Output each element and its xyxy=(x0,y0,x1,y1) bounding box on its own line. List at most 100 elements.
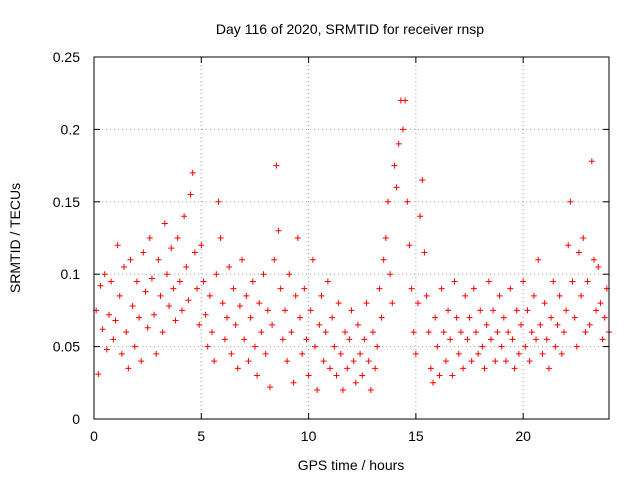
data-point xyxy=(384,198,391,205)
data-point xyxy=(99,326,106,333)
data-point xyxy=(322,329,329,336)
y-tick-label: 0.2 xyxy=(61,121,81,137)
data-point xyxy=(299,350,306,357)
data-point xyxy=(421,249,428,256)
data-point xyxy=(254,372,261,379)
data-point xyxy=(312,343,319,350)
data-point xyxy=(151,311,158,318)
data-point xyxy=(215,198,222,205)
data-point xyxy=(131,343,138,350)
axis-ticks: 0 5 10 15 20 0 0.05 0.1 0.15 0.2 0.25 xyxy=(53,49,609,444)
data-point xyxy=(494,329,501,336)
data-point xyxy=(337,350,344,357)
data-point xyxy=(530,292,537,299)
data-point xyxy=(245,358,252,365)
data-point xyxy=(324,278,331,285)
data-point xyxy=(528,329,535,336)
data-point xyxy=(121,263,128,270)
data-point xyxy=(264,307,271,314)
data-point xyxy=(266,384,273,391)
data-point xyxy=(239,256,246,263)
data-point xyxy=(558,350,565,357)
data-point xyxy=(251,343,258,350)
data-point xyxy=(142,288,149,295)
data-point xyxy=(500,314,507,321)
data-point xyxy=(509,336,516,343)
data-point xyxy=(593,307,600,314)
data-point xyxy=(297,314,303,321)
data-point xyxy=(483,321,490,328)
data-point xyxy=(518,321,525,328)
data-point xyxy=(228,350,235,357)
data-point xyxy=(148,275,155,282)
data-point xyxy=(301,285,308,292)
data-point xyxy=(550,278,557,285)
data-point xyxy=(123,329,130,336)
data-point xyxy=(539,350,546,357)
data-point xyxy=(492,358,499,365)
data-point xyxy=(329,314,336,321)
data-point xyxy=(129,303,136,310)
data-point xyxy=(545,365,552,372)
data-point xyxy=(434,343,441,350)
data-point xyxy=(541,300,548,307)
data-point xyxy=(309,256,316,263)
data-point xyxy=(567,198,574,205)
data-point xyxy=(462,292,469,299)
x-tick-label: 10 xyxy=(301,428,317,444)
data-point xyxy=(290,379,297,386)
data-point xyxy=(327,365,334,372)
data-point xyxy=(537,321,544,328)
data-point xyxy=(221,336,228,343)
data-point xyxy=(256,300,263,307)
data-point xyxy=(498,343,505,350)
data-point xyxy=(601,314,608,321)
data-point xyxy=(230,285,237,292)
y-tick-label: 0.05 xyxy=(53,339,80,355)
plot-frame xyxy=(93,56,610,420)
data-point xyxy=(395,140,402,147)
data-point xyxy=(273,162,280,169)
data-point xyxy=(430,379,437,386)
data-point xyxy=(479,343,486,350)
data-point xyxy=(284,358,291,365)
data-point xyxy=(575,249,582,256)
data-point xyxy=(335,300,342,307)
data-point xyxy=(571,314,578,321)
data-point xyxy=(269,321,276,328)
y-axis-label: SRMTID / TECUs xyxy=(7,183,23,293)
data-point xyxy=(247,314,254,321)
data-point xyxy=(472,329,479,336)
data-point xyxy=(372,365,379,372)
data-point xyxy=(410,329,417,336)
data-point xyxy=(333,372,340,379)
data-point xyxy=(305,372,312,379)
y-tick-label: 0 xyxy=(72,411,80,427)
data-point xyxy=(588,158,595,165)
data-point xyxy=(503,358,509,365)
data-point xyxy=(367,387,374,394)
data-point xyxy=(460,365,467,372)
data-point xyxy=(106,311,113,318)
data-point xyxy=(224,314,231,321)
data-point xyxy=(318,292,325,299)
data-point xyxy=(191,249,198,256)
x-tick-label: 5 xyxy=(197,428,205,444)
data-point xyxy=(464,336,471,343)
data-point xyxy=(436,372,443,379)
data-point xyxy=(490,307,497,314)
data-point xyxy=(279,336,286,343)
data-point xyxy=(520,278,527,285)
data-point xyxy=(153,350,160,357)
data-point xyxy=(584,278,591,285)
data-point xyxy=(200,278,207,285)
data-point xyxy=(114,242,121,249)
data-point xyxy=(404,198,411,205)
data-point xyxy=(133,278,140,285)
data-point xyxy=(281,307,288,314)
data-point xyxy=(382,235,389,241)
data-point xyxy=(440,329,447,336)
grid-lines xyxy=(94,57,609,419)
data-point xyxy=(457,329,464,336)
